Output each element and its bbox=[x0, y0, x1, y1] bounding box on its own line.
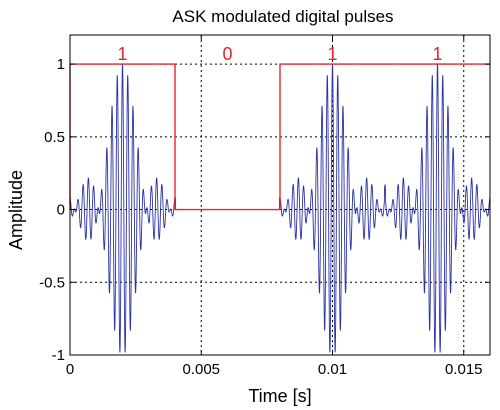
y-axis-label: Amplitude bbox=[6, 170, 26, 250]
y-tick-label-1: -0.5 bbox=[39, 274, 65, 291]
x-tick-label-3: 0.015 bbox=[445, 361, 483, 378]
bit-label-1: 0 bbox=[222, 44, 232, 64]
bit-label-2: 1 bbox=[327, 44, 337, 64]
plot-area: 0 0.005 0.01 0.015 -1 -0.5 0 0.5 1 1 0 1 1 bbox=[39, 34, 491, 378]
x-axis-label: Time [s] bbox=[248, 386, 311, 406]
y-tick-label-2: 0 bbox=[57, 202, 65, 219]
bit-label-0: 1 bbox=[117, 44, 127, 64]
bit-label-3: 1 bbox=[432, 44, 442, 64]
plot-frame bbox=[69, 34, 491, 356]
y-tick-label-4: 1 bbox=[57, 56, 65, 73]
x-tick-label-1: 0.005 bbox=[182, 361, 220, 378]
chart-title: ASK modulated digital pulses bbox=[172, 7, 393, 26]
x-tick-label-2: 0.01 bbox=[318, 361, 347, 378]
x-tick-label-0: 0 bbox=[66, 361, 74, 378]
y-tick-label-3: 0.5 bbox=[44, 129, 65, 146]
y-tick-label-0: -1 bbox=[52, 347, 65, 364]
